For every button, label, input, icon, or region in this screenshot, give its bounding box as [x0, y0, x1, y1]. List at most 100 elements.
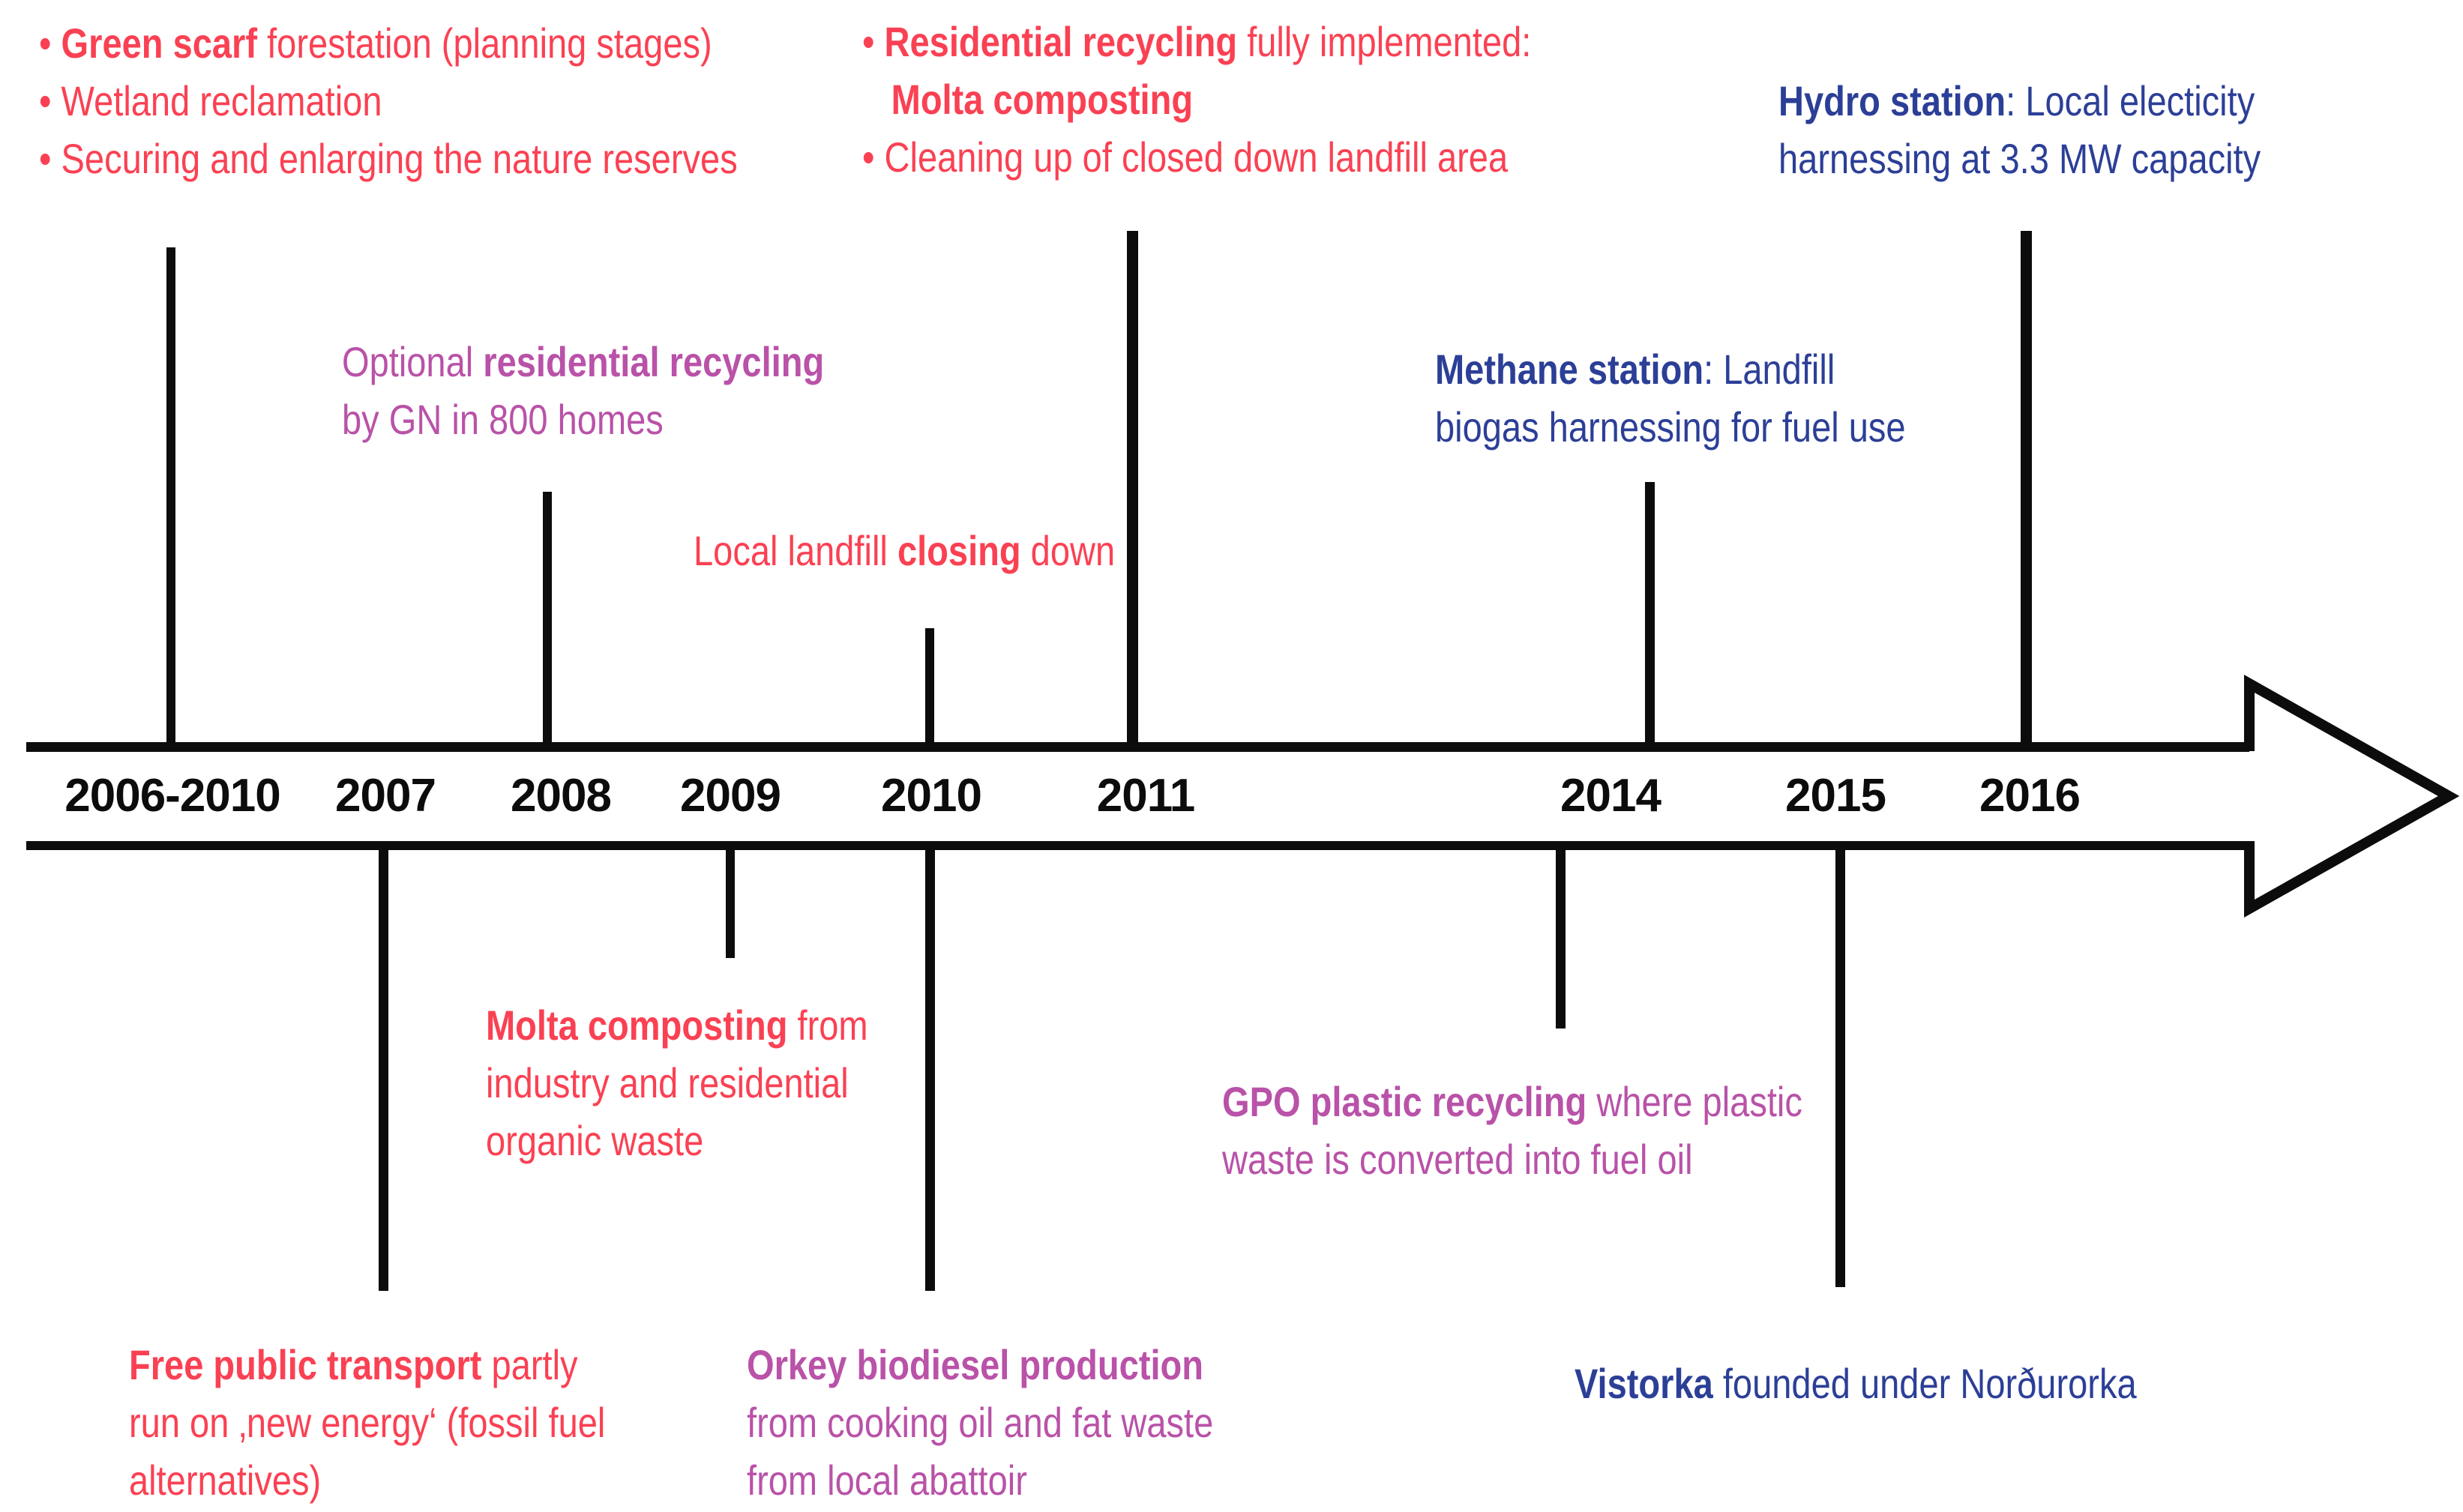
- note-text: harnessing at 3.3 MW capacity: [1778, 135, 2261, 182]
- note-text: Cleaning up of closed down landfill area: [884, 133, 1509, 181]
- note-line: • Green scarf forestation (planning stag…: [39, 14, 738, 72]
- note-text: waste is converted into fuel oil: [1222, 1136, 1693, 1183]
- note-line: waste is converted into fuel oil: [1222, 1130, 1802, 1188]
- note-text-bold: closing: [897, 527, 1021, 574]
- year-label-2011: 2011: [1096, 770, 1196, 822]
- note-text: Local landfill: [694, 527, 897, 574]
- note-text-bold: Methane station: [1435, 346, 1704, 393]
- note-line: Molta composting: [891, 70, 1532, 128]
- note-gpo-plastic: GPO plastic recycling where plastic waste…: [1222, 1073, 1802, 1188]
- note-line: by GN in 800 homes: [342, 391, 824, 448]
- note-text-bold: Residential recycling: [884, 18, 1238, 65]
- note-line: Vistorka founded under Norðurorka: [1575, 1355, 2137, 1412]
- note-line: Molta composting from: [486, 996, 868, 1054]
- note-methane-station: Methane station: Landfill biogas harnessi…: [1435, 340, 1906, 456]
- note-text-bold: Free public transport: [129, 1341, 482, 1388]
- note-line: harnessing at 3.3 MW capacity: [1778, 130, 2261, 187]
- bullet-icon: •: [39, 19, 61, 67]
- note-line: Free public transport partly: [129, 1336, 605, 1394]
- year-label-2010: 2010: [881, 770, 982, 822]
- note-free-public-transport: Free public transport partly run on ‚new …: [129, 1336, 605, 1509]
- note-green-scarf-list: • Green scarf forestation (planning stag…: [39, 14, 738, 187]
- note-text-bold: Orkey biodiesel production: [747, 1341, 1204, 1388]
- timeline-tick: [1555, 849, 1566, 1028]
- year-label-2006-2010: 2006-2010: [64, 770, 280, 822]
- bullet-icon: •: [39, 135, 61, 182]
- bullet-icon: •: [862, 133, 885, 181]
- note-line: biogas harnessing for fuel use: [1435, 398, 1906, 456]
- bullet-icon: •: [39, 77, 61, 124]
- note-vistorka: Vistorka founded under Norðurorka: [1575, 1355, 2137, 1412]
- note-text-bold: Green scarf: [61, 19, 258, 67]
- note-text: biogas harnessing for fuel use: [1435, 403, 1906, 451]
- note-text: Wetland reclamation: [61, 77, 382, 124]
- note-hydro-station: Hydro station: Local electicity harnessin…: [1778, 72, 2261, 187]
- note-molta-composting: Molta composting from industry and reside…: [486, 996, 868, 1169]
- note-orkey-biodiesel: Orkey biodiesel production from cooking o…: [747, 1336, 1213, 1509]
- timeline-tick: [2020, 231, 2032, 744]
- note-text: partly: [481, 1341, 578, 1388]
- note-text: founded under Norðurorka: [1712, 1360, 2137, 1407]
- note-text: Securing and enlarging the nature reserv…: [61, 135, 738, 182]
- axis-top-bar: [26, 742, 2251, 752]
- note-text: run on ‚new energy‘ (fossil fuel: [129, 1399, 606, 1446]
- note-line: • Wetland reclamation: [39, 72, 738, 130]
- timeline-tick: [1644, 482, 1655, 744]
- note-line: Hydro station: Local electicity: [1778, 72, 2261, 130]
- year-label-2008: 2008: [511, 770, 612, 822]
- year-label-2009: 2009: [680, 770, 781, 822]
- note-line: from cooking oil and fat waste: [747, 1394, 1213, 1451]
- note-line: from local abattoir: [747, 1451, 1213, 1509]
- note-text: by GN in 800 homes: [342, 396, 664, 443]
- timeline-tick: [378, 849, 388, 1291]
- note-line: organic waste: [486, 1112, 868, 1169]
- note-line: • Residential recycling fully implemente…: [862, 13, 1531, 70]
- note-text: industry and residential: [486, 1059, 849, 1106]
- note-text: forestation (planning stages): [257, 19, 712, 67]
- note-text-bold: residential recycling: [483, 338, 825, 385]
- note-line: Methane station: Landfill: [1435, 340, 1906, 398]
- note-text: from cooking oil and fat waste: [747, 1399, 1214, 1446]
- note-line: Local landfill closing down: [694, 522, 1115, 579]
- year-label-2007: 2007: [335, 770, 436, 822]
- year-label-2014: 2014: [1560, 770, 1661, 822]
- note-text: from local abattoir: [747, 1457, 1027, 1504]
- note-text: organic waste: [486, 1117, 704, 1164]
- note-line: industry and residential: [486, 1054, 868, 1112]
- note-text: down: [1020, 527, 1116, 574]
- note-text-bold: Molta composting: [486, 1002, 788, 1049]
- note-text: : Local electicity: [2006, 77, 2255, 124]
- note-text: Optional: [342, 338, 484, 385]
- note-text-bold: Vistorka: [1575, 1360, 1713, 1407]
- note-text: : Landfill: [1703, 346, 1835, 393]
- note-line: alternatives): [129, 1451, 605, 1509]
- note-residential-recycling-full: • Residential recycling fully implemente…: [862, 13, 1531, 186]
- note-text: alternatives): [129, 1457, 322, 1504]
- timeline-tick: [1126, 231, 1138, 744]
- note-line: GPO plastic recycling where plastic: [1222, 1073, 1802, 1130]
- note-text-bold: Molta composting: [891, 76, 1194, 123]
- arrowhead-icon: [2244, 675, 2460, 918]
- axis-bottom-bar: [26, 841, 2251, 850]
- timeline-tick: [543, 492, 552, 744]
- note-line: Orkey biodiesel production: [747, 1336, 1213, 1394]
- note-text: from: [787, 1002, 868, 1049]
- note-text-bold: Hydro station: [1778, 77, 2006, 124]
- note-line: Optional residential recycling: [342, 333, 824, 391]
- bullet-icon: •: [862, 18, 885, 65]
- timeline-tick: [726, 849, 735, 958]
- note-text: fully implemented:: [1237, 18, 1532, 65]
- timeline-tick: [925, 628, 934, 744]
- year-label-2015: 2015: [1785, 770, 1886, 822]
- note-landfill-closing: Local landfill closing down: [694, 522, 1115, 579]
- timeline-tick: [924, 849, 935, 1291]
- note-optional-recycling: Optional residential recycling by GN in 8…: [342, 333, 824, 448]
- year-label-2016: 2016: [1979, 770, 2081, 822]
- note-text-bold: GPO plastic recycling: [1222, 1078, 1587, 1125]
- note-line: • Cleaning up of closed down landfill ar…: [862, 128, 1531, 186]
- note-text: where plastic: [1587, 1078, 1802, 1125]
- note-line: • Securing and enlarging the nature rese…: [39, 130, 738, 187]
- note-line: run on ‚new energy‘ (fossil fuel: [129, 1394, 605, 1451]
